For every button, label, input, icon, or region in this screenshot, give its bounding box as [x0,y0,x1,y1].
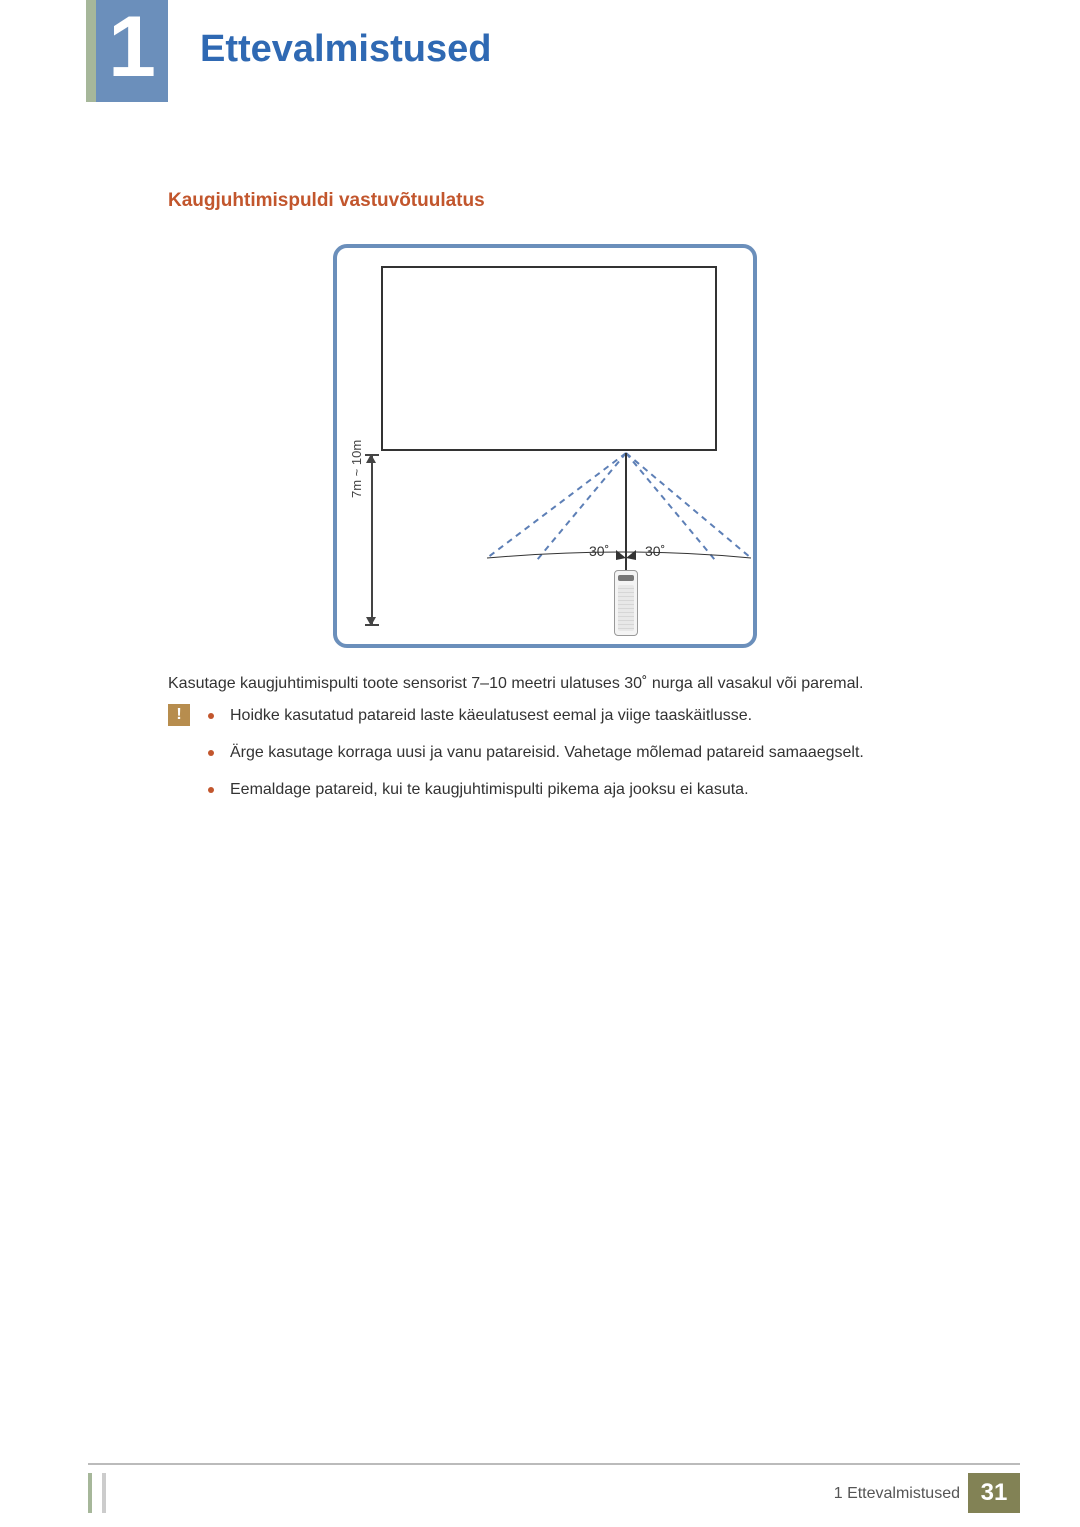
footer-label: 1 Ettevalmistused [834,1485,960,1503]
tv-screen-rectangle [381,266,717,451]
distance-label: 7m ~ 10m [349,440,364,498]
list-item: Ärge kasutage korraga uusi ja vanu patar… [208,741,928,764]
distance-arrow-down-icon [366,617,376,626]
angle-right-label: 30˚ [645,543,665,559]
footer-page-number: 31 [968,1473,1020,1513]
angle-left-label: 30˚ [589,543,609,559]
caution-icon: ! [168,704,190,726]
reception-range-diagram: 7m ~ 10m 30˚ 30˚ [333,244,757,648]
chapter-number: 1 [108,4,156,90]
remote-control-icon [614,570,638,636]
footer-divider [88,1463,1020,1465]
caution-bullet-list: Hoidke kasutatud patareid laste käeulatu… [208,704,928,816]
section-heading: Kaugjuhtimispuldi vastuvõtuulatus [168,190,485,212]
list-item: Hoidke kasutatud patareid laste käeulatu… [208,704,928,727]
list-item: Eemaldage patareid, kui te kaugjuhtimisp… [208,778,928,801]
chapter-title: Ettevalmistused [200,28,491,71]
footer-accent-chip [88,1473,106,1513]
distance-line [371,454,373,626]
body-paragraph: Kasutage kaugjuhtimispulti toote sensori… [168,672,918,695]
chapter-tab: 1 [86,0,168,102]
distance-arrow-up-icon [366,454,376,463]
